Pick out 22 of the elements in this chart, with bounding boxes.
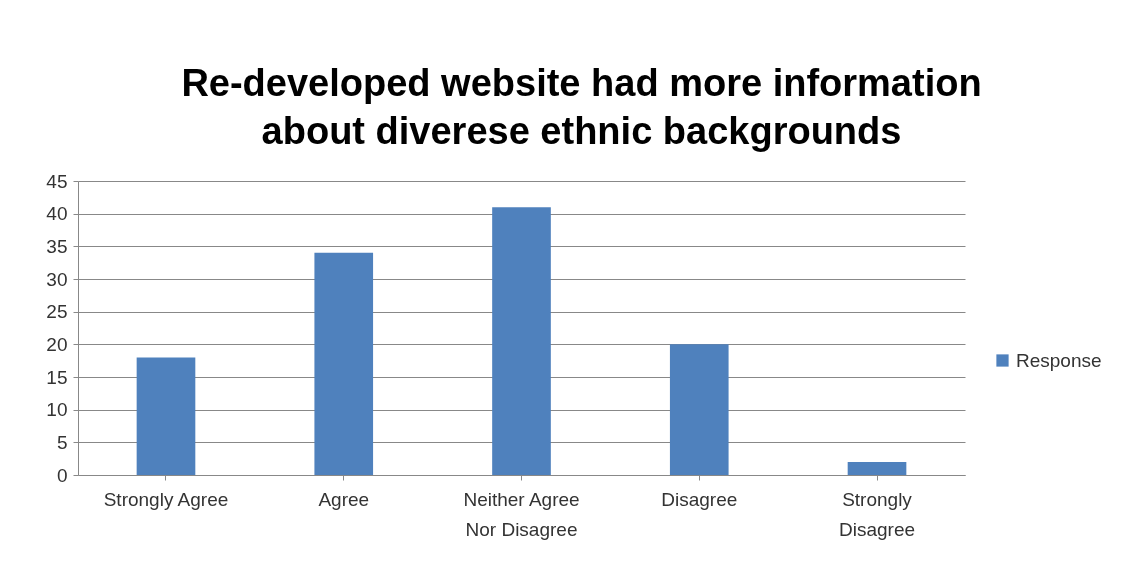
x-tick-label: Strongly Disagree: [838, 488, 916, 540]
x-tick-label: Neither Agree Nor Disagree: [463, 488, 580, 540]
y-tick-label: 15: [46, 366, 68, 388]
y-tick-label: 10: [46, 399, 68, 421]
x-tick-label: Agree: [318, 488, 370, 510]
x-tick-label: Strongly Agree: [103, 488, 229, 510]
y-tick-label: 20: [46, 333, 68, 355]
y-tick-label: 30: [46, 268, 68, 290]
y-tick-label: 35: [46, 235, 68, 257]
y-tick-label: 25: [46, 301, 68, 323]
bar: [669, 344, 729, 475]
bar: [492, 207, 551, 475]
bar: [314, 252, 374, 475]
bar: [847, 461, 907, 475]
y-tick-label: 5: [56, 431, 68, 453]
chart-title: Re-developed website had more information about diverese ethnic backgrounds: [181, 62, 982, 152]
legend-label: Response: [1016, 349, 1102, 371]
x-tick-label: Disagree: [661, 488, 738, 510]
y-tick-label: 0: [56, 464, 68, 486]
bar: [136, 357, 196, 475]
y-tick-label: 40: [46, 203, 68, 225]
y-tick-label: 45: [46, 170, 68, 192]
